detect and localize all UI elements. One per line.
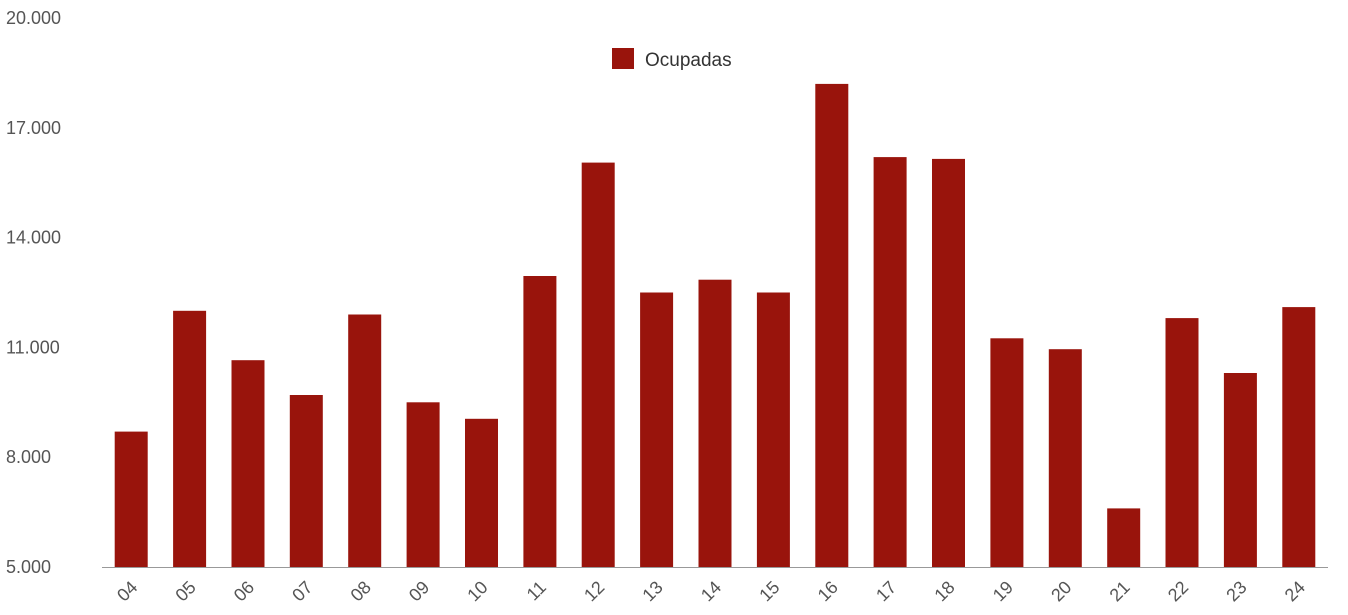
y-tick-label: 14.000	[6, 228, 61, 248]
bar-05	[173, 310, 207, 567]
bar-16	[815, 83, 849, 568]
x-tick-label: 23	[1222, 577, 1250, 605]
bar-06	[231, 360, 265, 567]
bar-24	[1282, 307, 1316, 567]
bar-11	[523, 276, 557, 567]
x-tick-label: 13	[638, 577, 666, 605]
bar-21	[1107, 508, 1141, 567]
bar-14	[698, 279, 732, 567]
bar-19	[990, 338, 1024, 568]
bar-22	[1165, 318, 1199, 567]
bars	[114, 83, 1316, 568]
x-tick-label: 14	[697, 577, 725, 605]
bar-20	[1048, 349, 1082, 567]
bar-15	[756, 292, 790, 567]
x-tick-label: 24	[1281, 577, 1309, 605]
bar-12	[581, 162, 615, 567]
bar-23	[1223, 373, 1257, 567]
x-tick-label: 08	[347, 577, 375, 605]
legend-swatch	[612, 48, 634, 69]
x-tick-label: 15	[755, 577, 783, 605]
bar-18	[932, 158, 965, 567]
x-tick-label: 16	[814, 577, 842, 605]
x-tick-label: 06	[230, 577, 258, 605]
x-tick-label: 21	[1106, 577, 1134, 605]
x-tick-label: 10	[463, 577, 491, 605]
x-tick-label: 19	[989, 577, 1017, 605]
bar-09	[406, 402, 440, 567]
bar-08	[348, 314, 382, 567]
x-tick-label: 07	[288, 577, 316, 605]
x-tick-label: 11	[523, 577, 550, 604]
bar-07	[289, 395, 323, 567]
x-tick-label: 22	[1164, 577, 1192, 605]
y-tick-label: 5.000	[6, 557, 51, 577]
bar-13	[640, 292, 674, 567]
bar-17	[873, 157, 907, 567]
x-tick-label: 17	[872, 577, 900, 605]
x-tick-label: 12	[580, 577, 608, 605]
bar-04	[114, 431, 148, 567]
x-tick-label: 20	[1047, 577, 1075, 605]
bar-10	[465, 418, 498, 567]
y-tick-label: 20.000	[6, 8, 61, 28]
x-tick-label: 04	[113, 577, 141, 605]
legend-label-ocupadas: Ocupadas	[645, 50, 732, 71]
y-tick-label: 8.000	[6, 447, 51, 467]
y-axis: 5.000 8.000 11.000 14.000 17.000 20.000	[6, 8, 61, 577]
x-tick-label: 05	[171, 577, 199, 605]
x-tick-label: 18	[930, 577, 958, 605]
x-tick-label: 09	[405, 577, 433, 605]
x-axis: 04 05 06 07 08 09 10 11 12 13 14 15 16 17 18 19 20 21 22 23…	[102, 567, 1328, 605]
legend: Ocupadas	[612, 48, 732, 71]
y-tick-label: 17.000	[6, 118, 61, 138]
y-tick-label: 11.000	[6, 337, 60, 357]
